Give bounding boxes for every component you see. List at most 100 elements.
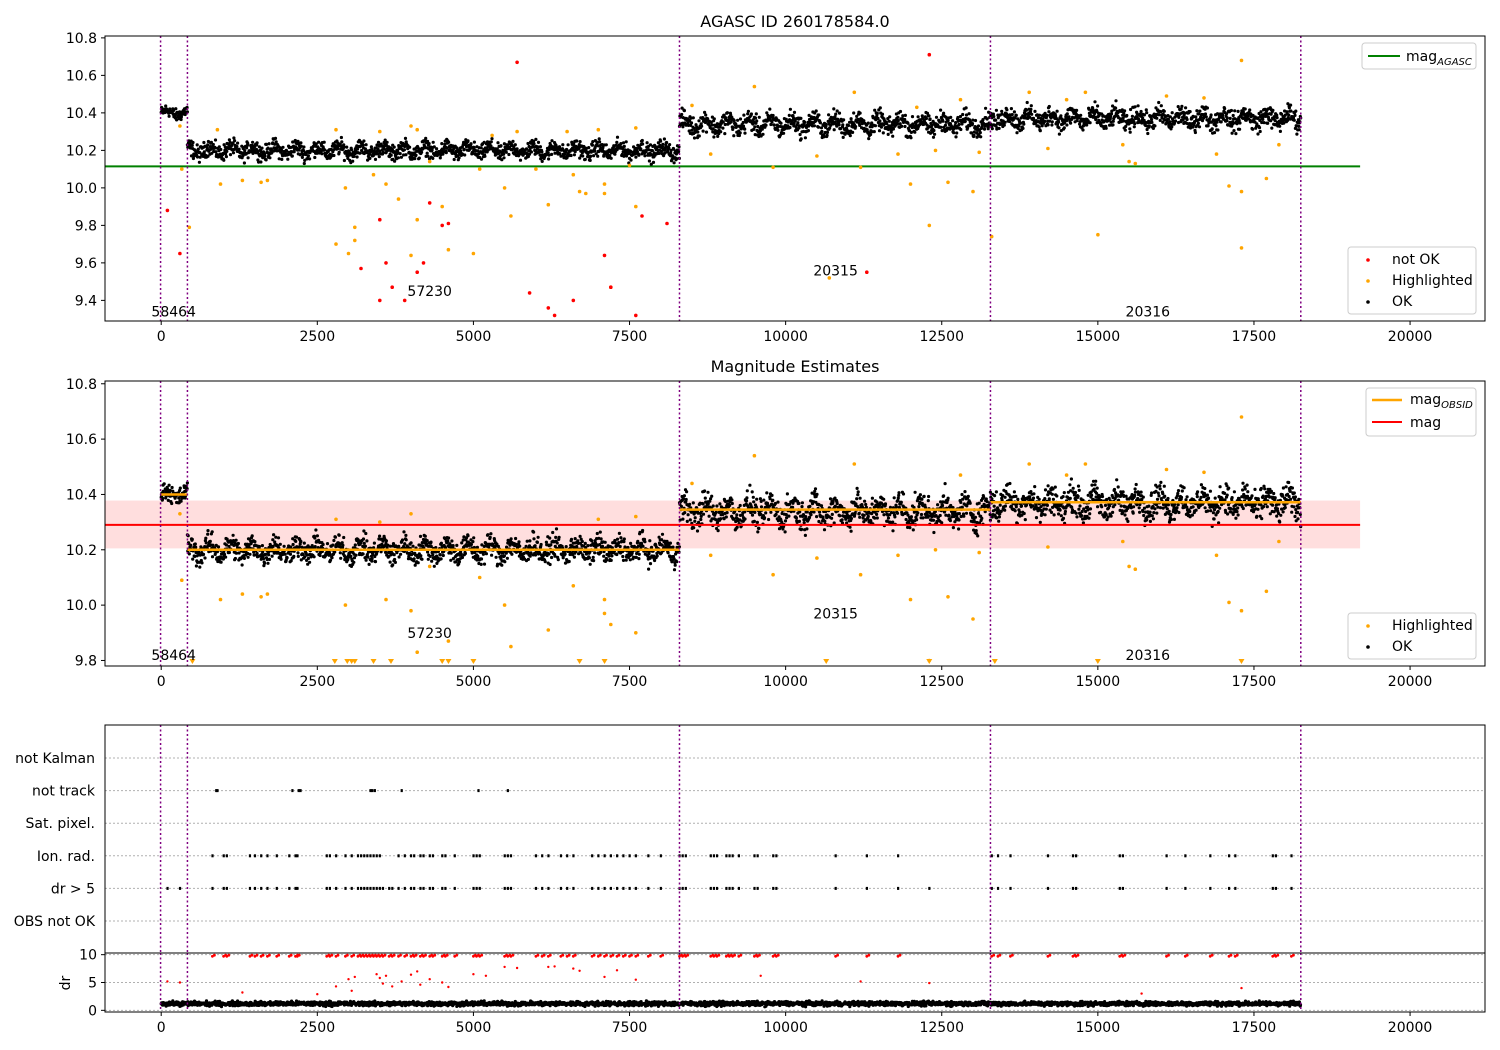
ok-point [1231,113,1235,118]
ok-point [573,537,577,541]
ok-point [1003,120,1007,124]
ok-point [367,562,371,567]
ok-point [198,151,202,155]
ok-point [397,555,401,559]
ok-point [701,129,705,133]
highlighted-point [1121,142,1125,147]
ok-point [457,156,461,160]
ok-point [703,496,707,500]
ok-point [609,156,613,160]
ok-point [788,125,792,130]
ok-point [189,154,194,158]
ok-point [755,497,759,501]
ok-point [496,141,500,145]
ok-point [805,527,809,531]
ok-point [913,130,917,134]
ok-point [668,541,673,545]
ok-point [672,161,676,165]
ok-point [558,152,562,156]
ok-point [261,557,266,561]
ok-point [1221,113,1225,117]
ok-point [232,136,236,140]
ok-point [1295,132,1299,136]
legend1b-not-ok-marker [1366,258,1370,262]
ok-point [332,153,336,158]
ok-point [876,116,880,120]
ok-point [369,145,373,149]
ok-point [834,112,838,116]
ok-point [647,159,652,163]
ok-point [939,125,943,129]
ok-point [673,563,677,567]
not-ok-point [446,221,451,226]
ok-point [578,140,582,144]
ok-point [800,505,804,509]
ok-point [479,557,484,561]
ok-point [540,159,544,163]
ok-point [682,494,687,498]
ok-point [518,158,523,162]
ok-point [472,145,476,149]
ok-point [986,127,990,131]
ok-point [1225,116,1229,120]
ok-point [404,538,408,542]
ok-point [924,116,929,121]
ok-point [1145,111,1149,115]
highlighted-point [852,90,857,95]
ok-point [841,123,845,127]
ok-point [233,139,237,143]
ok-point [557,145,562,149]
ok-point [279,557,283,561]
ok-point [1055,109,1059,113]
highlighted-point [577,189,582,194]
ok-point [1125,113,1129,118]
ok-point [782,131,786,135]
ok-point [1243,107,1247,111]
highlighted-point [971,189,975,194]
ok-point [450,539,454,543]
ok-point [866,121,870,125]
not-ok-point [634,313,638,318]
ok-point [880,112,885,116]
not-ok-point [178,251,182,256]
ok-point [815,515,819,519]
ok-point [569,537,574,542]
ok-point [526,141,530,146]
ok-point [161,496,165,501]
ok-point [420,557,424,561]
ok-point [1198,109,1202,113]
ok-point [748,483,752,487]
ok-point [803,136,808,140]
highlighted-point [215,127,220,132]
ok-point [323,148,327,152]
ok-point [745,489,749,493]
ok-point [414,153,418,157]
ok-point [743,517,747,521]
ok-point [1158,118,1162,122]
ok-point [231,533,235,537]
ok-point [377,155,381,159]
ok-point [313,545,317,549]
ok-point [1225,119,1229,123]
ok-point [607,554,611,558]
ok-point [510,552,514,556]
ok-point [555,541,559,545]
ok-point [297,148,301,152]
ok-point [313,155,317,160]
ok-point [1287,113,1291,117]
ok-point [593,551,597,555]
highlighted-point [771,165,775,170]
ok-point [1081,128,1085,132]
ok-point [941,119,945,123]
ok-point [311,144,315,149]
ok-point [566,143,570,147]
ok-point [370,147,374,151]
ok-point [848,134,852,138]
ok-point [264,142,269,146]
ok-point [342,158,346,163]
ok-point [648,562,653,566]
ok-point [984,106,988,110]
ok-point [815,492,819,496]
ok-point [683,510,687,515]
